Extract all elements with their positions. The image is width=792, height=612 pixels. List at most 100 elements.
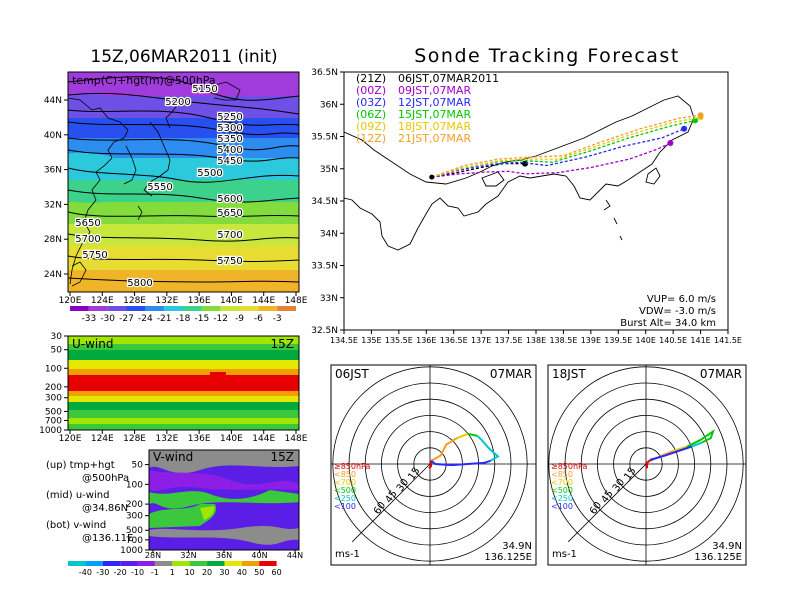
track-line <box>431 128 685 178</box>
level-label: <250 <box>334 494 356 503</box>
contour-label: 5750 <box>82 250 107 261</box>
contour-label: 5800 <box>127 278 152 289</box>
colorbar-cell <box>277 306 296 311</box>
x-tick-label: 148E <box>285 296 308 306</box>
y-tick-label: 34.5N <box>311 197 338 207</box>
y-tick-label: 40N <box>44 131 62 141</box>
left-title: 15Z,06MAR2011 (init) <box>90 47 277 67</box>
y-tick-label: 36N <box>44 166 62 176</box>
hodo-trace <box>672 445 688 452</box>
x-tick-label: 138E <box>526 336 546 345</box>
colorbar-cell <box>137 561 155 566</box>
x-tick-label: 140E <box>220 296 243 306</box>
x-tick-label: 132E <box>155 434 178 444</box>
u-wind-frame <box>67 335 300 431</box>
legend-text: 15JST,07MAR <box>398 108 471 121</box>
u-wind-time: 15Z <box>271 337 295 351</box>
hodo-trace <box>430 459 491 467</box>
contour-label: 5750 <box>217 256 242 267</box>
temp-band-4 <box>68 138 299 158</box>
colorbar-cell <box>154 561 173 566</box>
hodo-axis <box>351 463 431 543</box>
colorbar-label: 40 <box>237 568 247 577</box>
hodo-trace <box>456 432 469 440</box>
unit-label: ms-1 <box>552 549 577 560</box>
x-tick-label: 136.5E <box>440 336 468 345</box>
y-tick-label: 35.5N <box>311 133 338 143</box>
colorbar-label: 50 <box>254 568 264 577</box>
temp-band-7 <box>68 202 299 224</box>
v-wind-x-ticks: 28N 32N 36N 40N 44N <box>145 550 303 560</box>
y-tick-label: 33N <box>320 294 338 304</box>
colorbar-label: 20 <box>202 568 212 577</box>
contour-label: 5700 <box>217 230 242 241</box>
y-tick-label: 700 <box>126 536 143 546</box>
track-line <box>431 114 701 178</box>
temp-map-frame <box>67 71 300 293</box>
contour-label: 5350 <box>217 134 242 145</box>
temp-boundary <box>68 190 299 203</box>
x-tick-label: 40N <box>251 551 267 560</box>
legend-mid-line2: @34.86N <box>82 503 128 514</box>
level-label: ≥850hPa <box>551 462 588 471</box>
wind-colorbar: -40 -30 -20 -10 -1 1 10 20 30 40 50 60 <box>68 561 282 577</box>
x-tick-label: 138.5E <box>549 336 577 345</box>
x-tick-label: 28N <box>145 551 161 560</box>
colorbar-cell <box>172 561 190 566</box>
unit-label: ms-1 <box>335 549 360 560</box>
burst-point <box>681 125 688 132</box>
y-tick-label: 500 <box>126 526 143 536</box>
x-tick-label: 144E <box>252 296 275 306</box>
contour-label: 5600 <box>217 194 242 205</box>
y-tick-label: 34N <box>320 229 338 239</box>
colorbar-cell <box>85 561 103 566</box>
track-line <box>431 142 671 178</box>
legend-tag: (06Z) <box>356 108 386 121</box>
colorbar-label: -21 <box>157 314 172 324</box>
u-wind-title: U-wind <box>72 337 113 351</box>
hodo-trace <box>476 435 500 462</box>
v-wind-title: V-wind <box>153 450 193 464</box>
y-tick-label: 700 <box>45 416 62 426</box>
x-tick-label: 120E <box>59 296 82 306</box>
level-label: <100 <box>551 502 573 511</box>
legend-up-line1: (up) tmp+hgt <box>46 460 115 471</box>
level-label: <100 <box>334 502 356 511</box>
hodo-trace <box>430 437 458 462</box>
hodo-time-label: 18JST <box>552 367 586 381</box>
y-tick-label: 32N <box>44 200 62 210</box>
contour-label: 5550 <box>147 182 172 193</box>
colorbar-cell <box>183 306 202 311</box>
temp-band-9 <box>68 246 299 270</box>
colorbar-cell <box>68 561 86 566</box>
legend-mid-line1: (mid) u-wind <box>46 490 109 501</box>
colorbar-label: -12 <box>213 314 228 324</box>
colorbar-cell <box>220 306 240 311</box>
lat-label: 34.9N <box>502 541 532 552</box>
x-tick-label: 148E <box>285 434 308 444</box>
colorbar-cell <box>145 306 165 311</box>
hodo-trace <box>650 445 692 461</box>
x-tick-label: 124E <box>91 296 114 306</box>
track-line <box>431 162 525 178</box>
y-tick-label: 35N <box>320 165 338 175</box>
colorbar-label: -33 <box>81 314 96 324</box>
colorbar-cell <box>224 561 242 566</box>
legend-tag: (21Z) <box>356 72 386 85</box>
contour-label: 5650 <box>75 218 100 229</box>
colorbar-label: -27 <box>119 314 134 324</box>
colorbar-label: -30 <box>100 314 115 324</box>
x-tick-label: 136E <box>188 296 211 306</box>
y-tick-label: 100 <box>126 480 143 490</box>
contour-label: 5450 <box>217 156 242 167</box>
y-tick-label: 50 <box>51 346 63 356</box>
hodo-axis <box>567 463 647 543</box>
x-tick-label: 134.5E <box>330 336 358 345</box>
colorbar-label: 60 <box>272 568 282 577</box>
colorbar-label: 30 <box>219 568 229 577</box>
vup-param: VUP= 6.0 m/s <box>647 294 716 305</box>
legend-tag: (03Z) <box>356 96 386 109</box>
